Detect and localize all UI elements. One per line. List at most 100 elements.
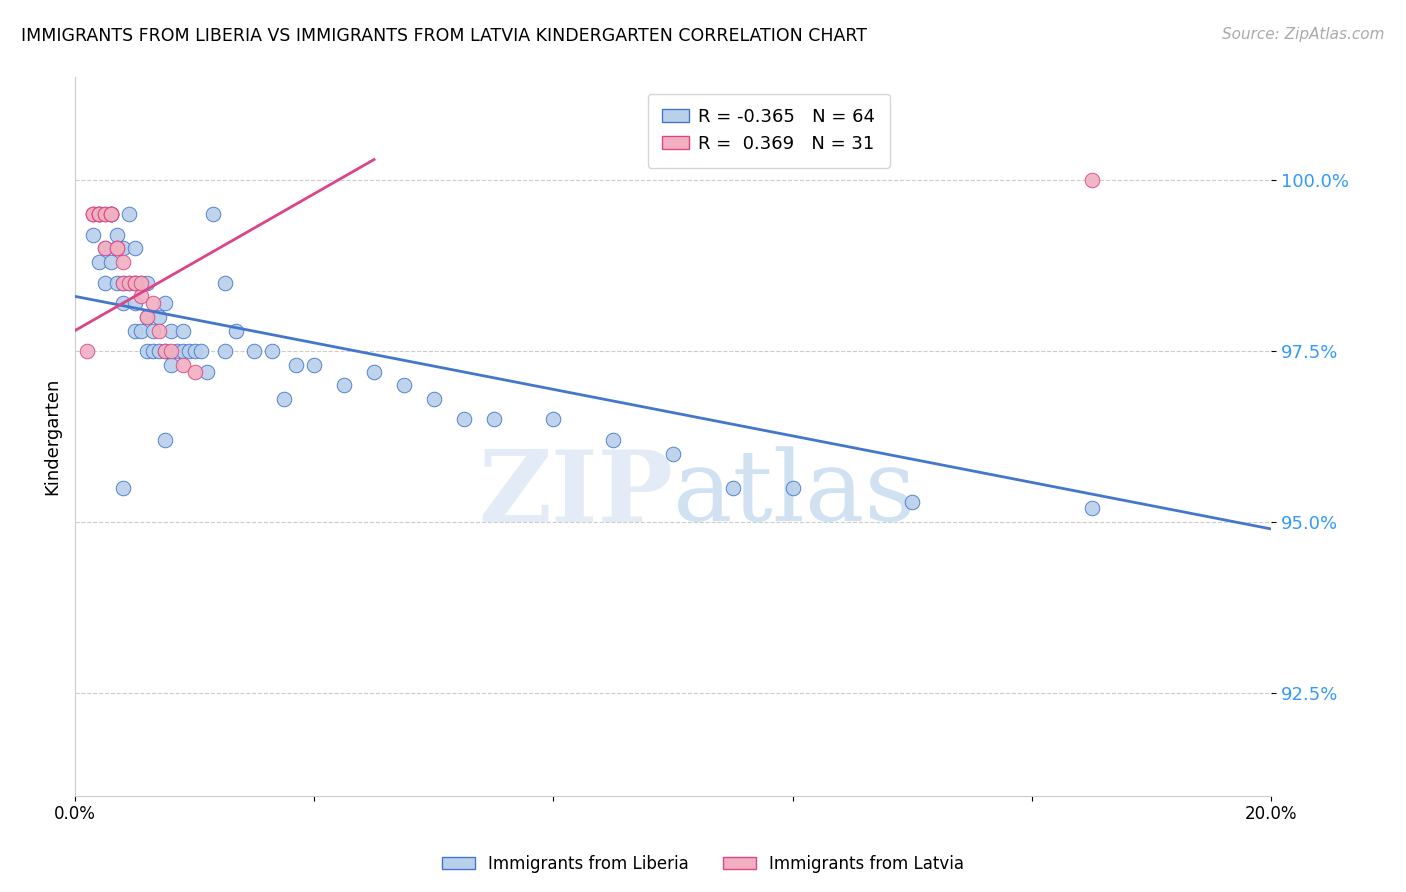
Point	[87, 207, 110, 221]
Point	[129, 289, 152, 303]
Point	[142, 344, 165, 359]
Point	[214, 344, 236, 359]
Point	[105, 242, 128, 256]
Point	[100, 207, 122, 221]
Point	[172, 344, 194, 359]
Point	[190, 344, 212, 359]
Text: atlas: atlas	[673, 446, 915, 542]
Point	[543, 412, 565, 426]
Point	[782, 481, 804, 495]
Point	[172, 358, 194, 372]
Point	[124, 324, 146, 338]
Point	[142, 296, 165, 310]
Point	[148, 344, 170, 359]
Point	[333, 378, 356, 392]
Text: IMMIGRANTS FROM LIBERIA VS IMMIGRANTS FROM LATVIA KINDERGARTEN CORRELATION CHART: IMMIGRANTS FROM LIBERIA VS IMMIGRANTS FR…	[21, 27, 868, 45]
Point	[225, 324, 247, 338]
Point	[100, 207, 122, 221]
Point	[118, 207, 141, 221]
Point	[273, 392, 295, 406]
Text: ZIP: ZIP	[478, 446, 673, 542]
Point	[602, 433, 624, 447]
Point	[901, 494, 924, 508]
Point	[105, 242, 128, 256]
Point	[183, 365, 205, 379]
Point	[159, 344, 181, 359]
Point	[148, 324, 170, 338]
Point	[195, 365, 218, 379]
Point	[94, 242, 117, 256]
Point	[153, 344, 176, 359]
Point	[124, 276, 146, 290]
Point	[94, 276, 117, 290]
Point	[172, 324, 194, 338]
Point	[262, 344, 284, 359]
Point	[111, 481, 134, 495]
Point	[453, 412, 475, 426]
Point	[105, 227, 128, 242]
Point	[105, 242, 128, 256]
Point	[285, 358, 308, 372]
Point	[111, 242, 134, 256]
Point	[363, 365, 385, 379]
Point	[100, 207, 122, 221]
Point	[82, 207, 104, 221]
Point	[124, 276, 146, 290]
Point	[94, 207, 117, 221]
Point	[87, 207, 110, 221]
Point	[721, 481, 744, 495]
Point	[135, 344, 157, 359]
Point	[111, 276, 134, 290]
Point	[129, 276, 152, 290]
Legend: Immigrants from Liberia, Immigrants from Latvia: Immigrants from Liberia, Immigrants from…	[434, 848, 972, 880]
Point	[100, 207, 122, 221]
Point	[423, 392, 446, 406]
Point	[82, 227, 104, 242]
Legend: R = -0.365   N = 64, R =  0.369   N = 31: R = -0.365 N = 64, R = 0.369 N = 31	[648, 94, 890, 168]
Point	[94, 242, 117, 256]
Point	[129, 276, 152, 290]
Point	[214, 276, 236, 290]
Point	[87, 255, 110, 269]
Point	[135, 310, 157, 324]
Point	[392, 378, 415, 392]
Point	[482, 412, 505, 426]
Point	[142, 324, 165, 338]
Point	[129, 324, 152, 338]
Point	[153, 433, 176, 447]
Point	[124, 242, 146, 256]
Point	[183, 344, 205, 359]
Point	[159, 324, 181, 338]
Text: Source: ZipAtlas.com: Source: ZipAtlas.com	[1222, 27, 1385, 42]
Point	[118, 276, 141, 290]
Point	[94, 207, 117, 221]
Point	[302, 358, 325, 372]
Point	[124, 276, 146, 290]
Point	[1080, 173, 1102, 187]
Point	[87, 207, 110, 221]
Point	[118, 276, 141, 290]
Point	[135, 276, 157, 290]
Point	[177, 344, 200, 359]
Point	[82, 207, 104, 221]
Y-axis label: Kindergarten: Kindergarten	[44, 378, 60, 495]
Point	[124, 296, 146, 310]
Point	[166, 344, 188, 359]
Point	[111, 276, 134, 290]
Point	[148, 310, 170, 324]
Point	[111, 296, 134, 310]
Point	[201, 207, 224, 221]
Point	[105, 276, 128, 290]
Point	[135, 310, 157, 324]
Point	[1080, 501, 1102, 516]
Point	[87, 207, 110, 221]
Point	[243, 344, 266, 359]
Point	[100, 255, 122, 269]
Point	[153, 296, 176, 310]
Point	[662, 447, 685, 461]
Point	[82, 207, 104, 221]
Point	[159, 358, 181, 372]
Point	[76, 344, 98, 359]
Point	[153, 344, 176, 359]
Point	[111, 255, 134, 269]
